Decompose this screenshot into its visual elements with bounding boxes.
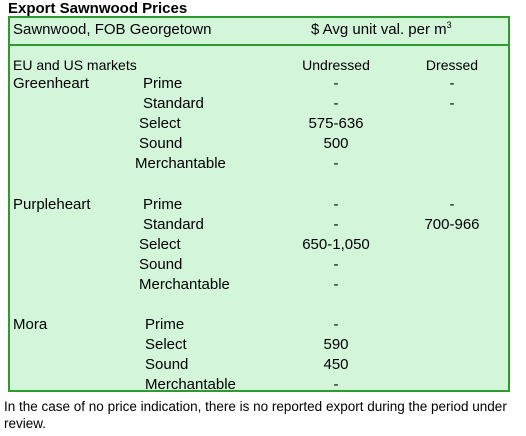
undressed-value: 450 bbox=[323, 356, 349, 373]
undressed-value: - bbox=[333, 316, 339, 333]
grade-label: Standard bbox=[143, 216, 204, 233]
undressed-value: - bbox=[333, 256, 339, 273]
header-divider bbox=[8, 44, 510, 46]
undressed-value: - bbox=[333, 276, 339, 293]
grade-label: Sound bbox=[145, 356, 189, 373]
footnote: In the case of no price indication, ther… bbox=[4, 399, 507, 431]
price-table bbox=[8, 16, 510, 392]
header-unit: $ Avg unit val. per m3 bbox=[311, 20, 452, 39]
grade-label: Sound bbox=[139, 135, 183, 152]
grade-label: Select bbox=[145, 336, 187, 353]
undressed-value: - bbox=[333, 75, 339, 92]
grade-label: Sound bbox=[139, 256, 183, 273]
undressed-value: - bbox=[333, 376, 339, 393]
col-header-undressed: Undressed bbox=[302, 57, 370, 73]
header-product: Sawnwood, FOB Georgetown bbox=[13, 21, 212, 38]
grade-label: Prime bbox=[143, 196, 183, 213]
market-label: EU and US markets bbox=[13, 57, 137, 73]
grade-label: Merchantable bbox=[135, 155, 226, 172]
grade-label: Merchantable bbox=[145, 376, 236, 393]
undressed-value: - bbox=[333, 216, 339, 233]
grade-label: Prime bbox=[145, 316, 185, 333]
dressed-value: - bbox=[449, 196, 455, 213]
grade-label: Select bbox=[139, 236, 181, 253]
dressed-value: 700-966 bbox=[424, 216, 480, 233]
undressed-value: 590 bbox=[323, 336, 349, 353]
undressed-value: - bbox=[333, 155, 339, 172]
dressed-value: - bbox=[449, 95, 455, 112]
grade-label: Merchantable bbox=[139, 276, 230, 293]
grade-label: Standard bbox=[143, 95, 204, 112]
undressed-value: 500 bbox=[323, 135, 349, 152]
undressed-value: - bbox=[333, 196, 339, 213]
undressed-value: 575-636 bbox=[308, 115, 364, 132]
species-mora: Mora bbox=[13, 316, 48, 333]
grade-label: Select bbox=[139, 115, 181, 132]
undressed-value: - bbox=[333, 95, 339, 112]
dressed-value: - bbox=[449, 75, 455, 92]
species-purpleheart: Purpleheart bbox=[13, 196, 91, 213]
grade-label: Prime bbox=[143, 75, 183, 92]
col-header-dressed: Dressed bbox=[425, 57, 479, 73]
page-title: Export Sawnwood Prices bbox=[8, 0, 188, 17]
undressed-value: 650-1,050 bbox=[302, 236, 370, 253]
species-greenheart: Greenheart bbox=[13, 75, 89, 92]
